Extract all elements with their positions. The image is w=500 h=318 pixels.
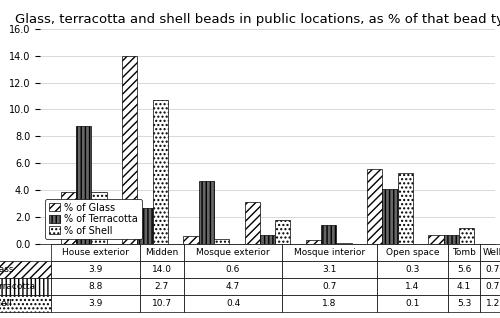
Bar	[321, 225, 336, 244]
Bar	[459, 228, 474, 244]
Bar	[76, 126, 92, 244]
Bar	[60, 192, 76, 244]
Title: Glass, terracotta and shell beads in public locations, as % of that bead type: Glass, terracotta and shell beads in pub…	[14, 13, 500, 26]
Bar	[198, 181, 214, 244]
Bar	[183, 236, 198, 244]
Bar	[92, 192, 106, 244]
Bar	[444, 235, 459, 244]
Legend: % of Glass, % of Terracotta, % of Shell: % of Glass, % of Terracotta, % of Shell	[45, 199, 142, 239]
Bar	[382, 189, 398, 244]
Bar	[336, 243, 352, 244]
Bar	[398, 173, 413, 244]
Bar	[306, 240, 321, 244]
Bar	[152, 100, 168, 244]
Bar	[275, 220, 290, 244]
Bar	[367, 169, 382, 244]
Bar	[260, 235, 275, 244]
Bar	[428, 235, 444, 244]
Bar	[244, 203, 260, 244]
Bar	[122, 56, 138, 244]
Bar	[138, 208, 152, 244]
Bar	[214, 239, 229, 244]
